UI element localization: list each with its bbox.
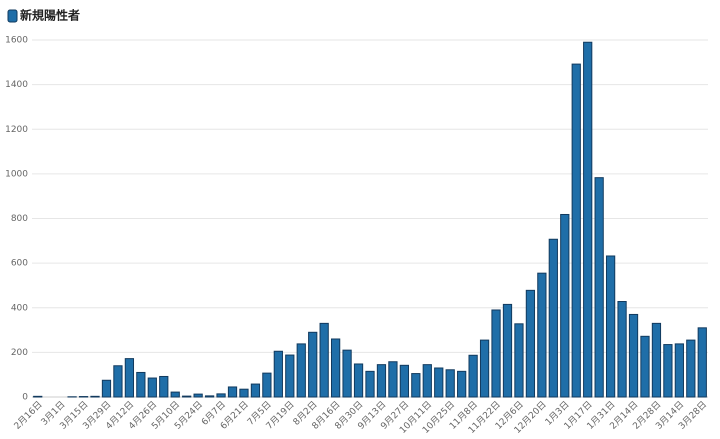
bar <box>491 309 501 398</box>
bar <box>147 377 157 398</box>
y-tick-label: 1600 <box>5 36 28 46</box>
bar <box>628 313 639 398</box>
bar <box>250 383 261 398</box>
bar <box>468 354 478 398</box>
y-tick-label: 600 <box>11 259 28 269</box>
bar <box>342 349 352 398</box>
bar <box>388 361 398 398</box>
bar <box>308 331 318 398</box>
bar <box>159 375 169 398</box>
y-tick-label: 0 <box>22 393 28 403</box>
bar <box>193 393 203 398</box>
bar <box>434 367 444 398</box>
bar <box>353 363 364 398</box>
bar <box>182 395 192 398</box>
bar <box>617 301 627 398</box>
y-tick-label: 400 <box>11 303 28 313</box>
bar <box>227 386 238 398</box>
bar <box>697 327 707 398</box>
y-tick-label: 1000 <box>5 169 28 179</box>
bar <box>537 272 547 398</box>
bar <box>479 339 490 398</box>
legend-text: 新規陽性者 <box>20 8 80 23</box>
bar <box>273 350 283 398</box>
bar <box>640 335 650 398</box>
bar <box>525 289 536 398</box>
bar <box>124 358 135 398</box>
bar <box>170 391 180 398</box>
bar <box>376 364 387 398</box>
bar <box>136 371 146 398</box>
bar <box>216 393 226 398</box>
y-tick-label: 200 <box>11 348 28 358</box>
bar <box>502 303 513 398</box>
bar <box>296 343 306 398</box>
bar <box>331 338 341 398</box>
bar <box>33 395 43 398</box>
bar <box>365 370 375 398</box>
bar <box>445 369 455 398</box>
y-tick-label: 1200 <box>5 125 28 135</box>
bar <box>674 343 684 398</box>
bar <box>422 364 432 398</box>
bar <box>319 322 329 398</box>
bar <box>457 370 467 398</box>
bar <box>239 388 249 398</box>
bar <box>583 41 593 398</box>
bar <box>411 373 421 398</box>
bar <box>204 395 215 398</box>
bar <box>285 354 295 398</box>
legend-marker <box>7 9 18 23</box>
bar <box>514 323 524 398</box>
bar <box>262 372 272 398</box>
bar <box>90 395 100 398</box>
bar <box>594 177 604 398</box>
bar <box>548 238 558 398</box>
bar <box>113 365 123 398</box>
bar <box>571 63 581 398</box>
bar <box>101 379 112 398</box>
y-tick-label: 800 <box>11 214 28 224</box>
x-tick-label: 2月16日 <box>12 399 45 432</box>
bar <box>605 255 616 398</box>
bar <box>686 339 696 398</box>
bar <box>560 213 570 398</box>
bar <box>663 344 673 398</box>
y-tick-label: 1400 <box>5 80 28 90</box>
bar <box>651 322 662 398</box>
bar <box>399 364 409 398</box>
